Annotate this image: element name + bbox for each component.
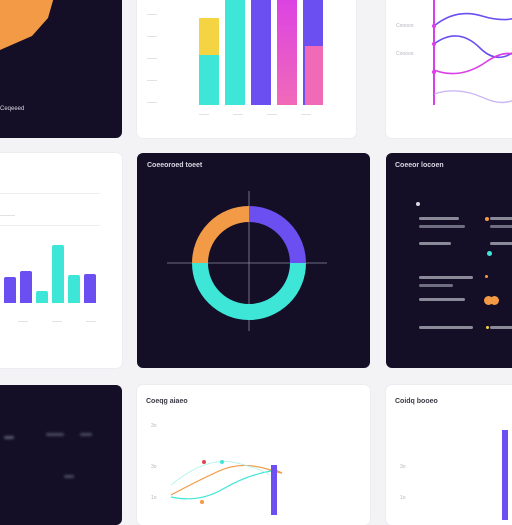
bar — [305, 46, 323, 105]
blurred-line — [80, 433, 92, 436]
list-item-line — [419, 242, 451, 245]
top-line-chart-card[interactable]: Cooooo Cooooo — [386, 0, 512, 138]
y-tick: —— — [147, 56, 157, 62]
bottom-line-chart — [170, 460, 283, 515]
donut-chart — [192, 206, 306, 320]
y-tick: 3o — [400, 464, 406, 470]
list-bullet — [416, 202, 420, 206]
status-dot-orange-large — [484, 296, 493, 305]
blurred-line — [4, 436, 14, 439]
status-dot-teal — [487, 251, 492, 256]
y-tick: 3o — [151, 423, 157, 429]
top-bar-chart-card[interactable]: —— —— —— —— —— —— —— —— —— — [137, 0, 356, 138]
list-item-line — [490, 225, 512, 228]
gridline — [0, 225, 100, 226]
gridline — [0, 193, 100, 194]
donut-slice — [192, 206, 250, 264]
x-tick: —— — [18, 319, 28, 325]
status-dot-yellow — [486, 326, 489, 329]
bar — [20, 271, 32, 303]
top-right-tick-1: Cooooo — [396, 23, 414, 29]
donut-slice — [192, 262, 250, 320]
donut-slice — [248, 206, 306, 264]
list-item-line — [490, 217, 512, 220]
bar — [4, 276, 16, 303]
list-item-line — [419, 217, 459, 220]
mid-left-tick: ——— — [0, 213, 15, 219]
list-item-line — [419, 225, 465, 228]
x-tick: —— — [86, 319, 96, 325]
status-dot-orange — [485, 217, 489, 221]
x-tick: —— — [267, 112, 277, 118]
blurred-line — [46, 433, 64, 436]
status-dot-orange — [485, 275, 488, 278]
bar — [502, 430, 508, 520]
line-chart-lines — [432, 0, 512, 105]
bottom-right-title: Coidq booeo — [395, 398, 438, 405]
donut-chart-card[interactable]: Coeeoroed toeet — [137, 153, 370, 368]
bar — [36, 291, 48, 303]
status-dot-orange-large — [490, 296, 499, 305]
bottom-middle-title: Coeqg aiaeo — [146, 398, 188, 405]
bar — [225, 0, 245, 105]
y-tick: —— — [147, 100, 157, 106]
y-tick: —— — [147, 12, 157, 18]
top-right-tick-2: Cooooo — [396, 51, 414, 57]
orange-shape — [0, 0, 54, 50]
bar — [84, 274, 96, 303]
bottom-line-chart-card[interactable]: Coeqg aiaeo 3o 3o 1o — [137, 385, 370, 525]
list-item-line — [490, 242, 512, 245]
donut-card-title: Coeeoroed toeet — [147, 162, 203, 169]
list-card[interactable]: Coeeor locoen — [386, 153, 512, 368]
bar — [68, 275, 80, 303]
y-tick: 1o — [400, 495, 406, 501]
y-tick: 3o — [151, 464, 157, 470]
mid-bar-chart-card[interactable]: ——— —— —— —— — [0, 153, 122, 368]
bottom-left-card[interactable] — [0, 385, 122, 525]
y-tick: —— — [147, 34, 157, 40]
bar — [277, 0, 297, 105]
bar-segment — [199, 17, 219, 55]
blurred-line — [64, 475, 74, 478]
list-card-title: Coeeor locoen — [395, 162, 444, 169]
list-item-line — [419, 298, 465, 301]
top-left-card[interactable]: Ceqeeed — [0, 0, 122, 138]
x-tick: —— — [301, 112, 311, 118]
x-tick: —— — [199, 112, 209, 118]
list-item-line — [490, 326, 512, 329]
bottom-right-card[interactable]: Coidq booeo 3o 1o — [386, 385, 512, 525]
x-tick: —— — [52, 319, 62, 325]
donut-slice — [248, 262, 306, 320]
list-item-line — [419, 276, 473, 279]
bar — [52, 245, 64, 303]
y-tick: —— — [147, 78, 157, 84]
bar-segment — [225, 0, 245, 3]
bar — [251, 0, 271, 105]
list-item-line — [419, 284, 453, 287]
top-left-card-label: Ceqeeed — [0, 106, 25, 112]
x-tick: —— — [233, 112, 243, 118]
y-tick: 1o — [151, 495, 157, 501]
list-item-line — [419, 326, 473, 329]
